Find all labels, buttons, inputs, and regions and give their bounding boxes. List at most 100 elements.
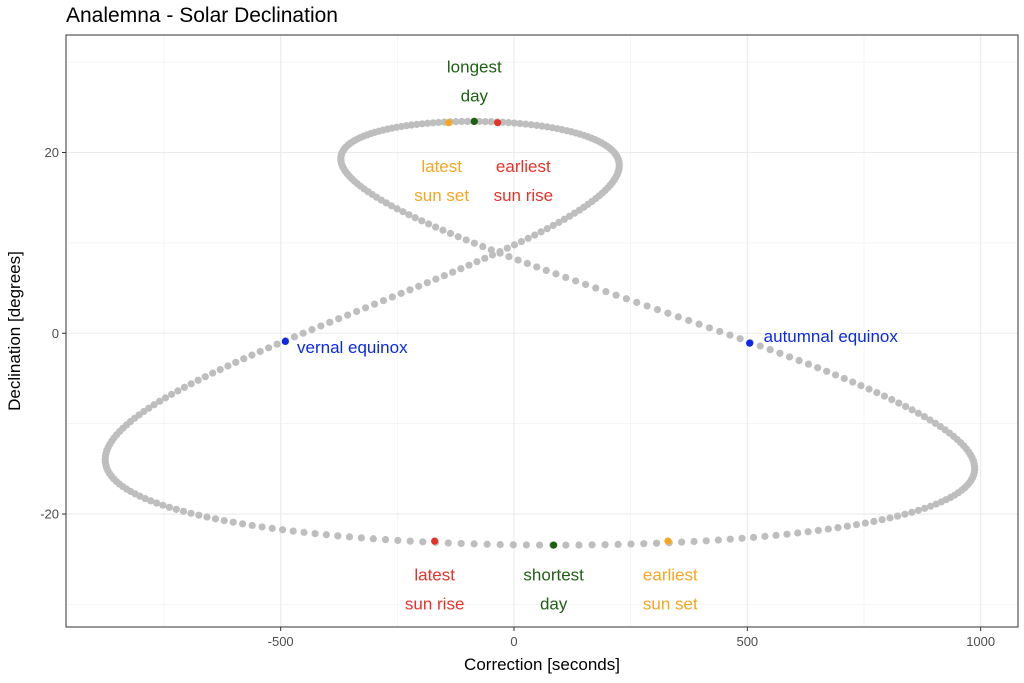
analemma-point <box>527 121 535 129</box>
analemma-point <box>840 374 848 383</box>
analemma-point <box>326 318 334 326</box>
analemma-point <box>423 119 432 127</box>
analemma-point <box>612 291 620 299</box>
analemma-point <box>397 289 405 297</box>
analemma-point <box>387 202 396 210</box>
analemma-point <box>509 541 517 549</box>
analemma-point <box>418 120 426 128</box>
analemma-point <box>152 499 161 507</box>
analemma-point <box>248 351 256 359</box>
analemma-point <box>505 253 513 261</box>
analemma-point <box>690 537 698 546</box>
x-tick-label: -500 <box>268 634 294 649</box>
analemma-point <box>533 263 541 271</box>
analemma-point <box>174 387 182 395</box>
analemma-point <box>273 340 281 348</box>
analemma-point <box>560 215 568 223</box>
analemma-point <box>344 311 352 319</box>
analemma-point <box>602 287 610 296</box>
analemma-point <box>714 536 722 544</box>
analemma-point <box>429 119 437 127</box>
analemma-point <box>457 539 465 548</box>
analemma-point <box>514 256 522 264</box>
analemma-point <box>702 537 710 545</box>
analemma-point <box>220 516 228 525</box>
analemma-point <box>180 383 189 391</box>
analemma-point <box>308 326 316 334</box>
analemma-point <box>452 118 460 126</box>
analemma-point <box>633 298 641 306</box>
analemma-point <box>415 282 423 290</box>
analemma-point <box>470 540 478 548</box>
analemma-point <box>537 228 545 236</box>
grid-lines <box>66 35 1018 627</box>
analemma-point <box>888 395 896 404</box>
analemma-point <box>424 220 433 228</box>
analemma-point <box>479 242 487 251</box>
highlight-point <box>470 117 478 126</box>
analemma-point <box>432 275 440 283</box>
analemma-point <box>522 120 530 128</box>
highlight-point <box>664 537 672 545</box>
highlight-point <box>746 339 754 347</box>
annotation-label: day <box>461 87 489 106</box>
analemma-point <box>418 217 426 225</box>
analemma-point <box>766 346 774 354</box>
analemma-point <box>685 316 693 325</box>
highlight-points <box>281 117 754 549</box>
analemma-point <box>487 246 495 254</box>
analemma-point <box>481 117 489 126</box>
analemma-point <box>256 347 264 356</box>
analemma-point <box>258 523 266 531</box>
analemma-point <box>361 304 370 312</box>
analemma-point <box>920 413 928 421</box>
analemma-point <box>824 525 832 533</box>
analemma-point <box>849 378 857 386</box>
analemma-point <box>406 286 414 294</box>
annotation-label: earliest <box>643 566 698 585</box>
analemma-point <box>423 279 431 287</box>
annotations: longest day latest sun set earliest sun rise v… <box>297 58 898 614</box>
analemma-point <box>369 535 377 543</box>
y-tick-label: 0 <box>52 326 59 341</box>
analemma-point <box>517 237 525 246</box>
analemma-point <box>335 315 343 323</box>
analemma-point <box>549 221 557 230</box>
analemma-point <box>496 249 504 257</box>
analemma-point <box>643 302 651 310</box>
analemma-point <box>156 397 164 405</box>
analemma-point <box>804 528 812 536</box>
analemma-point <box>405 211 413 219</box>
analemma-point <box>357 534 365 542</box>
analemma-point <box>147 497 155 505</box>
analemma-point <box>187 509 195 517</box>
analemma-point <box>531 231 539 239</box>
highlight-point <box>550 541 558 549</box>
analemma-point <box>487 118 495 126</box>
analemma-point <box>538 122 546 130</box>
analemma-point <box>523 259 531 268</box>
analemma-point <box>224 362 232 370</box>
analemma-point <box>201 373 209 381</box>
analemma-point <box>510 241 519 249</box>
analemma-point <box>785 353 794 361</box>
analemma-point <box>458 117 466 126</box>
analemma-point <box>382 199 390 207</box>
analemma-point <box>381 536 390 544</box>
analemma-point <box>432 223 440 231</box>
annotation-label: autumnal equinox <box>764 327 899 346</box>
annotation-label: longest <box>447 58 502 77</box>
analemma-point <box>814 526 822 535</box>
analemma-point <box>465 261 473 269</box>
analemma-point <box>317 322 325 330</box>
analemma-point <box>411 214 419 222</box>
analemma-point <box>652 539 661 547</box>
analemma-point <box>664 309 672 317</box>
analemma-point <box>463 117 472 126</box>
analemma-point <box>562 273 570 282</box>
analemma-point <box>622 295 631 303</box>
y-tick-label: -20 <box>40 507 59 522</box>
analemma-point <box>435 118 443 127</box>
annotation-label: sun rise <box>405 595 465 614</box>
highlight-point <box>445 119 453 127</box>
